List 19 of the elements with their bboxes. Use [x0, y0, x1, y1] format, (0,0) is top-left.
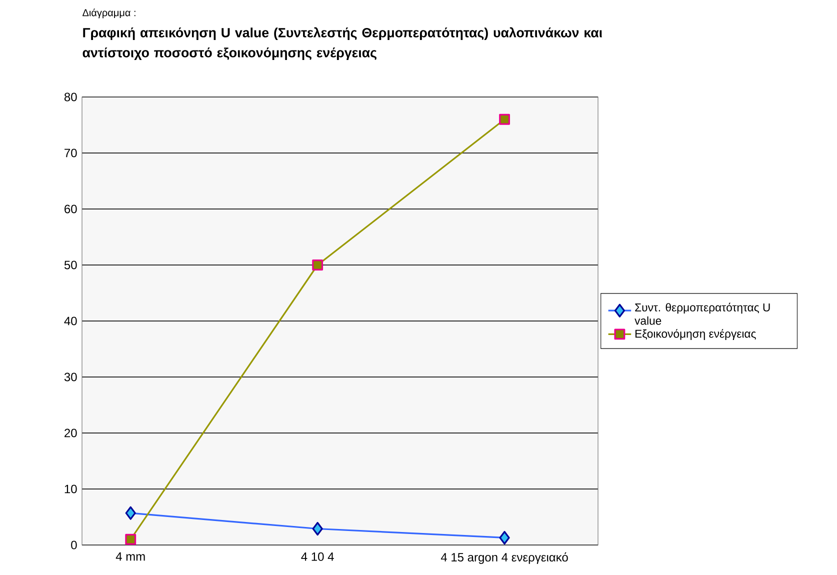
y-tick-label: 60: [64, 204, 77, 214]
chart-title: Γραφική απεικόνηση U value (Συντελεστής Θερμοπερατότητας) υαλοπινάκων και αντίστοιχο ποσοστό εξοικονόμησης ενέργειας: [82, 27, 602, 60]
legend-label: Εξοικονόμηση ενέργειας: [635, 329, 756, 340]
y-tick-label: 70: [64, 148, 77, 158]
x-tick-label: 4 15 argon 4 ενεργειακό: [440, 552, 568, 564]
y-tick-label: 10: [64, 484, 77, 494]
y-tick-label: 20: [64, 428, 77, 438]
y-tick-label: 0: [71, 540, 77, 550]
y-tick-label: 50: [64, 260, 77, 270]
y-tick-label: 80: [64, 92, 77, 102]
y-tick-label: 30: [64, 372, 77, 382]
point: [499, 114, 510, 125]
chart-subtitle: Διάγραμμα :: [82, 8, 136, 18]
x-tick-label: 4 10 4: [301, 552, 334, 561]
legend-label: Συντ. θερμοπερατότητας U value: [634, 302, 770, 325]
point: [312, 260, 324, 270]
x-tick-label: 4 mm: [116, 552, 145, 561]
y-tick-label: 40: [64, 316, 77, 326]
point: [125, 534, 136, 545]
